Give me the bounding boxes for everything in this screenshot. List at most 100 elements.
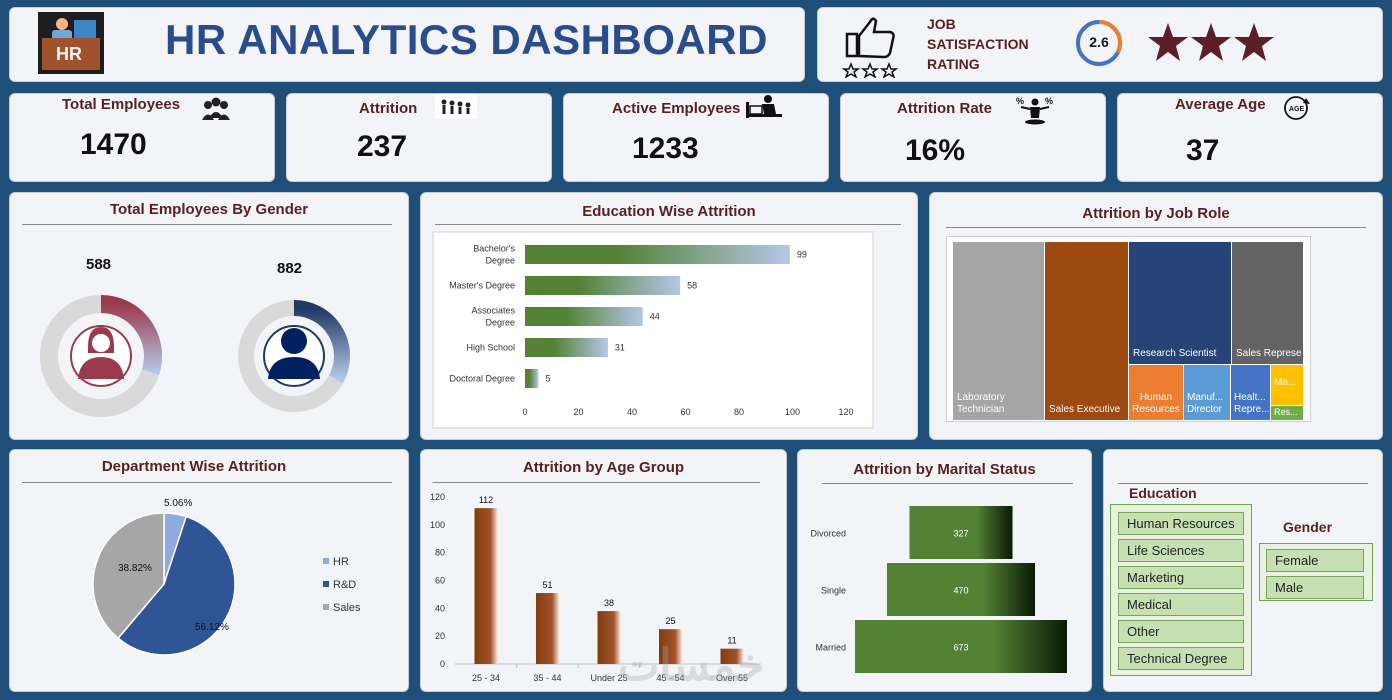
y-tick-label: Doctoral Degree <box>449 374 515 384</box>
treemap-tile: Laboratory Technician <box>953 242 1044 420</box>
slicer-item-life-sciences[interactable]: Life Sciences <box>1118 539 1244 562</box>
walking-people-icon <box>435 94 477 123</box>
y-tick-label: Divorced <box>810 529 846 539</box>
divider <box>433 482 760 483</box>
funnel-bar <box>855 620 1067 673</box>
x-tick-label: 35 - 44 <box>533 673 561 683</box>
y-tick-label: Degree <box>485 318 515 328</box>
treemap-label: Res... <box>1274 407 1298 417</box>
bar <box>720 648 744 664</box>
kpi-label: Average Age <box>1175 96 1266 113</box>
jobrole-card: Attrition by Job Role Laboratory Technic… <box>929 192 1383 440</box>
bar <box>525 245 790 264</box>
department-card: Department Wise Attrition 5.06% 56.12% 38.… <box>9 449 409 692</box>
divider <box>822 483 1073 484</box>
treemap-tile: Research Scientist <box>1129 242 1231 364</box>
data-label: 11 <box>727 636 736 646</box>
data-label: 112 <box>479 495 493 505</box>
education-chart: Bachelor's Degree 99 Master's Degree 58 Assoc… <box>432 231 874 429</box>
x-tick-label: 0 <box>522 407 527 417</box>
star-rating <box>1148 20 1278 69</box>
kpi-attrition: Attrition 237 <box>286 93 552 182</box>
divider <box>22 482 392 483</box>
kpi-value: 16% <box>905 134 966 167</box>
slice-label: 38.82% <box>118 563 152 574</box>
star-icon <box>1234 23 1274 61</box>
satisfaction-label-line3: RATING <box>927 56 980 72</box>
y-tick-label: Bachelor's <box>473 244 515 254</box>
data-label: 25 <box>665 616 675 626</box>
slicer-item-human-resources[interactable]: Human Resources <box>1118 512 1244 535</box>
data-label: 99 <box>797 250 807 260</box>
treemap-tile: Human Resources <box>1129 365 1183 420</box>
divider <box>22 224 392 225</box>
legend-label: Sales <box>333 602 361 614</box>
hr-logo-text: HR <box>56 44 82 64</box>
marital-chart-title: Attrition by Marital Status <box>853 461 1036 478</box>
kpi-value: 1233 <box>632 132 699 165</box>
kpi-value: 37 <box>1186 134 1220 167</box>
data-label: 38 <box>604 598 614 608</box>
svg-text:%: % <box>1045 96 1053 106</box>
data-label: 58 <box>687 281 697 291</box>
satisfaction-gauge: 2.6 <box>1074 18 1124 68</box>
bar <box>474 508 498 664</box>
age-chart-title: Attrition by Age Group <box>522 459 685 476</box>
treemap-label: Sales Executive <box>1049 404 1121 415</box>
treemap-label: Ma... <box>1274 377 1297 388</box>
y-tick-label: 0 <box>440 659 445 669</box>
gender-card: Total Employees By Gender 588 882 <box>9 192 409 440</box>
x-tick-label: 40 <box>627 407 637 417</box>
slicer-item-technical-degree[interactable]: Technical Degree <box>1118 647 1244 670</box>
y-tick-label: 40 <box>435 603 445 613</box>
data-label: 44 <box>650 312 660 322</box>
x-tick-label: 45 - 54 <box>656 673 684 683</box>
kpi-value: 1470 <box>80 128 147 161</box>
x-tick-label: 20 <box>573 407 583 417</box>
satisfaction-label: JOB SATISFACTION RATING <box>927 14 1029 74</box>
header-card: HR HR ANALYTICS DASHBOARD <box>9 7 805 82</box>
kpi-active-employees: Active Employees 1233 <box>563 93 829 182</box>
slice-label: 5.06% <box>164 498 192 509</box>
slicer-item-marketing[interactable]: Marketing <box>1118 566 1244 589</box>
divider <box>946 227 1366 228</box>
legend-label: R&D <box>333 579 356 591</box>
data-label: 327 <box>953 529 968 539</box>
kpi-label: Total Employees <box>62 96 181 113</box>
marital-funnel-chart: 327 Divorced 470 Single 673 Married <box>810 506 1067 673</box>
female-icon <box>70 325 132 387</box>
treemap-tile: Sales Representati... <box>1232 242 1303 364</box>
bar <box>525 369 539 388</box>
satisfaction-label-line1: JOB <box>927 16 956 32</box>
funnel-bar <box>886 563 1036 616</box>
age-cycle-icon: AGE <box>1282 94 1312 127</box>
watermark: خمسات <box>618 641 765 690</box>
treemap-label: Sales Representati... <box>1236 348 1301 359</box>
female-count: 588 <box>86 256 112 273</box>
y-tick-label: Associates <box>471 306 515 316</box>
male-count: 882 <box>277 260 303 277</box>
x-tick-label: 25 - 34 <box>472 673 500 683</box>
kpi-label: Active Employees <box>612 100 741 117</box>
treemap-label: Laboratory Technician <box>957 392 1005 415</box>
treemap-label: Healt... Repre... <box>1234 392 1270 415</box>
y-tick-label: 60 <box>435 576 445 586</box>
divider <box>1118 483 1368 484</box>
data-label: 31 <box>615 343 625 353</box>
y-tick-label: High School <box>466 343 515 353</box>
slicer-item-medical[interactable]: Medical <box>1118 593 1244 616</box>
plot-area <box>432 231 874 429</box>
x-tick-label: Over 55 <box>716 673 748 683</box>
y-tick-label: Degree <box>485 256 515 266</box>
y-tick-label: Single <box>821 586 846 596</box>
kpi-label: Attrition Rate <box>897 100 992 117</box>
slicer-item-other[interactable]: Other <box>1118 620 1244 643</box>
dashboard-title: HR ANALYTICS DASHBOARD <box>165 16 768 63</box>
data-label: 470 <box>953 586 968 596</box>
gender-donuts <box>40 295 350 417</box>
slicer-item-female[interactable]: Female <box>1266 549 1364 572</box>
pie-slice <box>117 515 236 656</box>
slicer-item-male[interactable]: Male <box>1266 576 1364 599</box>
divider <box>435 224 901 225</box>
treemap-tile: Res... <box>1271 406 1303 420</box>
